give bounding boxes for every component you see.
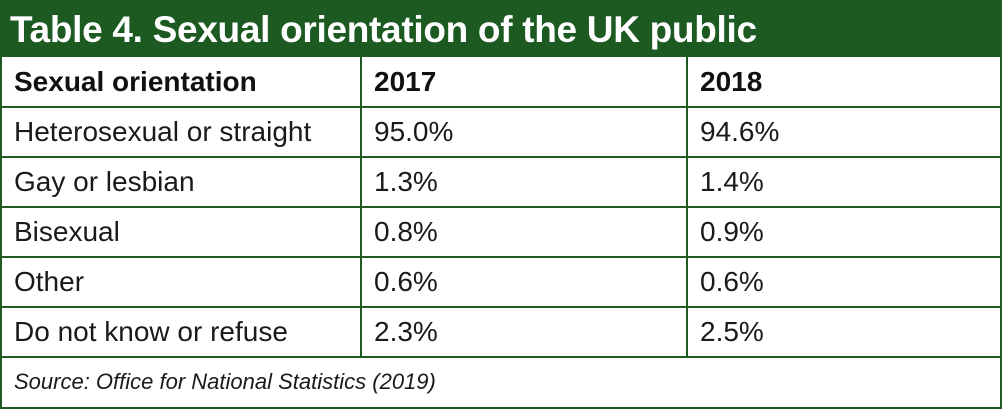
- cell-2017: 0.8%: [360, 206, 688, 258]
- source-row: Source: Office for National Statistics (…: [2, 356, 1000, 405]
- row-label: Gay or lesbian: [2, 156, 362, 208]
- table-row: Heterosexual or straight 95.0% 94.6%: [2, 106, 1000, 158]
- row-label: Heterosexual or straight: [2, 106, 362, 158]
- table-row: Bisexual 0.8% 0.9%: [2, 206, 1000, 258]
- cell-2017: 95.0%: [360, 106, 688, 158]
- table-row: Other 0.6% 0.6%: [2, 256, 1000, 308]
- table-row: Gay or lesbian 1.3% 1.4%: [2, 156, 1000, 208]
- cell-2018: 0.6%: [686, 256, 1000, 308]
- row-label: Do not know or refuse: [2, 306, 362, 358]
- cell-2018: 0.9%: [686, 206, 1000, 258]
- header-2017: 2017: [360, 57, 688, 108]
- cell-2017: 2.3%: [360, 306, 688, 358]
- data-table: Sexual orientation 2017 2018 Heterosexua…: [2, 57, 1000, 405]
- row-label: Other: [2, 256, 362, 308]
- table-row: Do not know or refuse 2.3% 2.5%: [2, 306, 1000, 358]
- row-label: Bisexual: [2, 206, 362, 258]
- table-title: Table 4. Sexual orientation of the UK pu…: [2, 2, 1000, 57]
- cell-2018: 2.5%: [686, 306, 1000, 358]
- cell-2017: 0.6%: [360, 256, 688, 308]
- header-sexual-orientation: Sexual orientation: [2, 57, 362, 108]
- cell-2018: 94.6%: [686, 106, 1000, 158]
- header-2018: 2018: [686, 57, 1000, 108]
- cell-2017: 1.3%: [360, 156, 688, 208]
- source-note: Source: Office for National Statistics (…: [2, 356, 1000, 405]
- cell-2018: 1.4%: [686, 156, 1000, 208]
- header-row: Sexual orientation 2017 2018: [2, 57, 1000, 108]
